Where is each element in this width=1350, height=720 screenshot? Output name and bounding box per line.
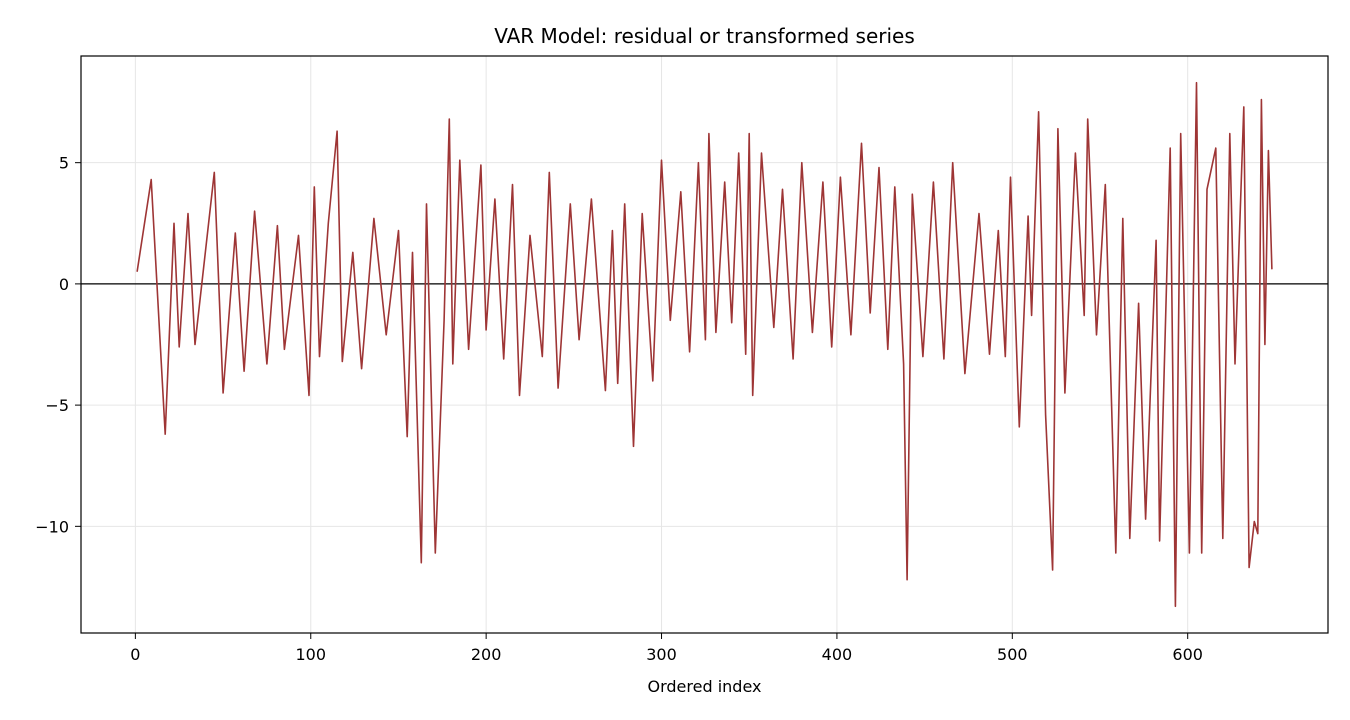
- y-tick-label: −10: [35, 517, 69, 536]
- x-tick-label: 600: [1172, 645, 1203, 664]
- x-tick-label: 400: [822, 645, 853, 664]
- x-tick-label: 100: [295, 645, 326, 664]
- x-tick-label: 0: [130, 645, 140, 664]
- y-tick-label: −5: [45, 396, 69, 415]
- plot-frame: [80, 55, 1329, 634]
- chart-title: VAR Model: residual or transformed serie…: [494, 24, 915, 48]
- x-tick-label: 300: [646, 645, 677, 664]
- series-line: [136, 81, 1273, 608]
- y-tick-label: 5: [59, 154, 69, 173]
- x-tick-label: 200: [471, 645, 502, 664]
- x-axis: 0 100 200 300 400 500 600: [130, 633, 1203, 664]
- series-layer: [136, 81, 1273, 608]
- y-axis: −10 −5 0 5: [35, 154, 81, 536]
- y-tick-label: 0: [59, 275, 69, 294]
- x-axis-label: Ordered index: [648, 677, 762, 696]
- x-tick-label: 500: [997, 645, 1028, 664]
